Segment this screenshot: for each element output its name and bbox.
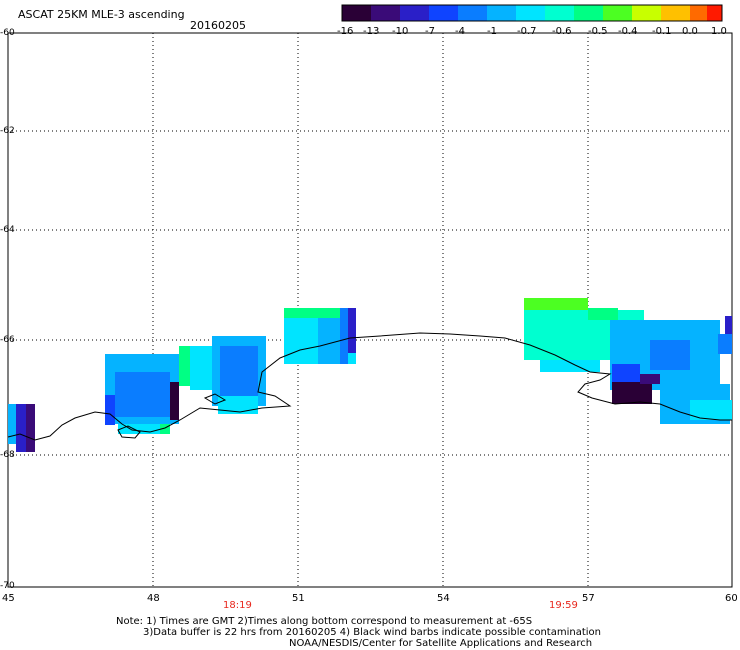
- data-cell: [284, 308, 340, 318]
- time-label: 18:19: [223, 600, 252, 611]
- colorbar-label: -0.7: [517, 26, 537, 37]
- data-cell: [588, 308, 618, 320]
- data-cell: [348, 308, 356, 353]
- colorbar-label: -0.1: [652, 26, 672, 37]
- island-coast: [203, 393, 227, 405]
- colorbar-label: -1: [487, 26, 497, 37]
- lon-label: 57: [582, 593, 595, 604]
- colorbar-label: -0.5: [588, 26, 608, 37]
- data-cell: [725, 316, 732, 334]
- colorbar-label: -4: [455, 26, 465, 37]
- data-cell: [190, 346, 212, 390]
- footer-note-2: 3)Data buffer is 22 hrs from 20160205 4)…: [143, 627, 601, 638]
- wind-swaths: [8, 298, 732, 452]
- colorbar-seg: [342, 5, 371, 21]
- data-cell: [105, 395, 115, 425]
- colorbar-seg: [574, 5, 603, 21]
- island-coast: [117, 425, 141, 439]
- lon-label: 45: [2, 593, 15, 604]
- colorbar-label: 0.0: [682, 26, 698, 37]
- data-cell: [160, 424, 170, 434]
- colorbar-label: -10: [392, 26, 409, 37]
- colorbar-seg: [603, 5, 632, 21]
- data-cell: [26, 404, 35, 452]
- data-cell: [115, 372, 170, 417]
- data-cell: [118, 424, 170, 434]
- data-cell: [318, 318, 340, 364]
- time-label: 19:59: [549, 600, 578, 611]
- colorbar-seg: [371, 5, 400, 21]
- data-cell: [16, 404, 26, 452]
- plot-frame: [7, 32, 733, 588]
- lon-label: 48: [147, 593, 160, 604]
- data-cell: [612, 382, 652, 404]
- colorbar-label: -13: [363, 26, 380, 37]
- lat-label: -68: [0, 450, 15, 460]
- footer-credit: NOAA/NESDIS/Center for Satellite Applica…: [289, 638, 593, 649]
- colorbar-seg: [545, 5, 574, 21]
- colorbar-seg: [458, 5, 487, 21]
- colorbar-seg: [707, 5, 722, 21]
- data-cell: [170, 382, 179, 420]
- data-cell: [650, 340, 690, 370]
- data-cell: [540, 360, 600, 372]
- colorbar-label: 1.0: [711, 26, 727, 37]
- data-cell: [612, 364, 640, 384]
- product-date: 20160205: [190, 19, 246, 32]
- lon-label: 60: [725, 593, 738, 604]
- colorbar-seg: [661, 5, 690, 21]
- colorbar: [341, 4, 723, 22]
- colorbar-seg: [487, 5, 516, 21]
- lat-label: -64: [0, 225, 15, 235]
- colorbar-label: -7: [425, 26, 435, 37]
- data-cell: [340, 308, 348, 364]
- data-cell: [220, 346, 258, 396]
- antarctic-coastline: [7, 332, 732, 441]
- product-title: ASCAT 25KM MLE-3 ascending: [18, 8, 185, 21]
- colorbar-seg: [400, 5, 429, 21]
- colorbar-seg: [690, 5, 707, 21]
- footer-note-1: Note: 1) Times are GMT 2)Times along bot…: [116, 616, 533, 627]
- lat-label: -66: [0, 335, 15, 345]
- lat-label: -62: [0, 126, 15, 136]
- lon-label: 51: [292, 593, 305, 604]
- data-cell: [8, 404, 16, 444]
- data-cell: [690, 400, 732, 420]
- colorbar-seg: [516, 5, 545, 21]
- colorbar-seg: [429, 5, 458, 21]
- colorbar-label: -16: [337, 26, 354, 37]
- lat-label: -70: [0, 581, 15, 591]
- lon-label: 54: [437, 593, 450, 604]
- lat-label: -60: [0, 28, 15, 38]
- data-cell: [640, 374, 660, 384]
- colorbar-label: -0.4: [618, 26, 638, 37]
- data-cell: [718, 334, 732, 354]
- colorbar-label: -0.6: [552, 26, 572, 37]
- data-cell: [524, 298, 588, 310]
- data-cell: [218, 396, 258, 414]
- colorbar-seg: [632, 5, 661, 21]
